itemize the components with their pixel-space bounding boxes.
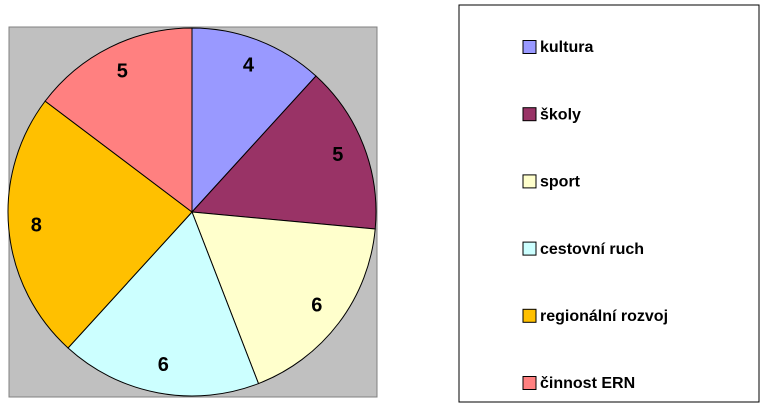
legend-label: sport [540,174,581,191]
legend-label: cestovní ruch [540,241,644,258]
legend-swatch [522,174,537,189]
legend-label: regionální rozvoj [540,308,668,325]
pie-slice [191,211,376,385]
pie-slice [7,100,193,349]
legend-label: školy [540,106,581,123]
legend-label: kultura [540,39,593,56]
data-label: 5 [117,60,128,82]
legend-label: činnost ERN [540,375,635,392]
pie-slice [44,27,193,214]
legend-swatch [522,241,537,256]
data-label: 4 [243,54,255,76]
legend-swatch [522,107,537,122]
data-label: 8 [31,215,42,237]
data-label: 5 [332,144,343,166]
legend-box [458,4,760,403]
pie-slice [190,75,377,230]
pie-slice [191,27,317,214]
legend-swatch [522,40,537,54]
data-label: 6 [311,295,322,317]
data-label: 6 [158,354,169,376]
legend-swatch [522,308,537,323]
legend-swatch [522,376,537,390]
pie-slice [67,211,260,397]
